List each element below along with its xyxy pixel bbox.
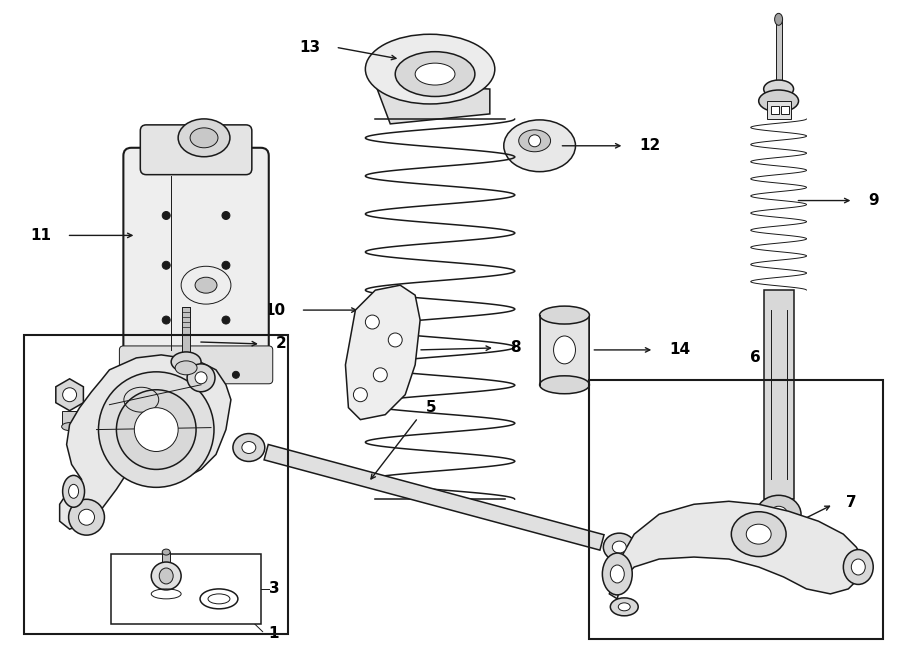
Circle shape [232, 371, 239, 378]
Bar [182, 307, 190, 357]
Text: 7: 7 [846, 495, 857, 510]
Circle shape [388, 333, 402, 347]
Circle shape [354, 388, 367, 402]
Text: 11: 11 [31, 228, 51, 243]
Circle shape [222, 261, 230, 269]
Text: 1: 1 [269, 626, 279, 641]
Ellipse shape [851, 559, 865, 575]
Text: 12: 12 [639, 138, 661, 154]
Ellipse shape [540, 376, 590, 394]
Ellipse shape [554, 336, 575, 364]
Circle shape [162, 316, 170, 324]
Ellipse shape [759, 90, 798, 112]
Circle shape [195, 372, 207, 384]
Bar [61, 410, 77, 426]
Circle shape [68, 499, 104, 535]
Bar [764, 290, 794, 499]
Circle shape [78, 509, 94, 525]
Text: 8: 8 [509, 340, 520, 355]
Ellipse shape [63, 475, 85, 507]
Ellipse shape [190, 128, 218, 148]
Ellipse shape [159, 568, 173, 584]
Ellipse shape [178, 119, 230, 157]
Text: 2: 2 [275, 336, 286, 352]
FancyBboxPatch shape [120, 346, 273, 384]
Text: 13: 13 [300, 40, 320, 55]
Bar [162, 552, 170, 574]
Circle shape [528, 135, 541, 147]
Circle shape [222, 316, 230, 324]
Bar [540, 315, 590, 385]
Ellipse shape [68, 485, 78, 498]
Ellipse shape [195, 277, 217, 293]
Text: 5: 5 [426, 400, 436, 415]
Ellipse shape [602, 553, 632, 595]
Circle shape [222, 211, 230, 220]
Text: 4: 4 [153, 387, 164, 402]
Ellipse shape [176, 361, 197, 375]
Ellipse shape [610, 565, 625, 583]
Ellipse shape [756, 495, 801, 533]
Ellipse shape [61, 422, 77, 430]
Circle shape [162, 211, 170, 220]
Ellipse shape [395, 52, 475, 97]
Bar [112, 554, 261, 624]
Text: 3: 3 [269, 581, 279, 596]
Ellipse shape [233, 434, 265, 461]
Bar [776, 19, 781, 99]
Ellipse shape [610, 598, 638, 616]
Polygon shape [59, 355, 231, 529]
Circle shape [134, 408, 178, 451]
Circle shape [173, 371, 180, 378]
Ellipse shape [764, 80, 794, 98]
Circle shape [187, 364, 215, 392]
Ellipse shape [242, 442, 256, 453]
Bar [767, 101, 790, 119]
Polygon shape [375, 84, 490, 124]
Ellipse shape [171, 352, 201, 372]
Ellipse shape [365, 34, 495, 104]
Ellipse shape [746, 524, 771, 544]
Text: 10: 10 [265, 303, 285, 318]
Ellipse shape [518, 130, 551, 152]
Text: 9: 9 [868, 193, 879, 208]
Circle shape [162, 261, 170, 269]
FancyBboxPatch shape [123, 148, 269, 378]
Bar [590, 380, 883, 639]
Bar [23, 335, 288, 634]
Ellipse shape [504, 120, 575, 171]
Text: 6: 6 [751, 350, 761, 365]
Ellipse shape [775, 13, 783, 25]
Polygon shape [264, 444, 604, 550]
Circle shape [202, 371, 210, 378]
Ellipse shape [162, 549, 170, 555]
Bar [770, 106, 778, 114]
Polygon shape [609, 501, 863, 599]
Ellipse shape [151, 562, 181, 590]
Ellipse shape [603, 533, 635, 561]
Text: 14: 14 [669, 342, 690, 357]
Ellipse shape [843, 549, 873, 585]
Polygon shape [56, 379, 84, 410]
Ellipse shape [732, 512, 786, 557]
Ellipse shape [208, 594, 230, 604]
Bar [780, 106, 788, 114]
Ellipse shape [612, 541, 626, 553]
Circle shape [374, 368, 387, 382]
Polygon shape [346, 285, 420, 420]
Ellipse shape [415, 63, 455, 85]
Ellipse shape [540, 306, 590, 324]
Circle shape [365, 315, 379, 329]
Ellipse shape [770, 506, 788, 522]
Circle shape [63, 388, 76, 402]
Ellipse shape [618, 603, 630, 611]
FancyBboxPatch shape [140, 125, 252, 175]
Circle shape [98, 372, 214, 487]
Circle shape [116, 390, 196, 469]
Circle shape [143, 371, 149, 378]
